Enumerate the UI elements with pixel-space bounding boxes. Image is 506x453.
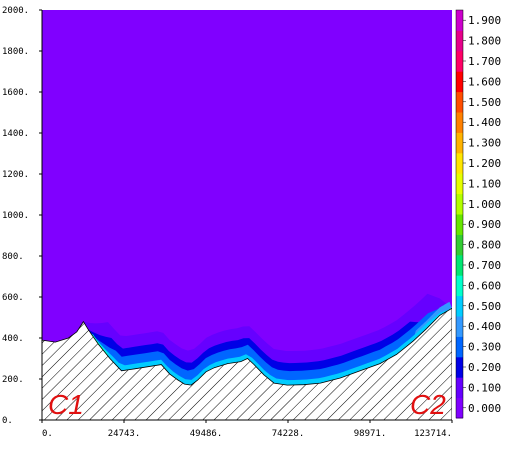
colorbar-label: 0.700 (468, 259, 501, 272)
colorbar-label: 1.900 (468, 14, 501, 27)
colorbar-swatch (456, 193, 463, 215)
colorbar-swatch (456, 254, 463, 276)
colorbar-swatch (456, 152, 463, 174)
x-tick-label: 24743. (108, 429, 141, 439)
colorbar-label: 1.300 (468, 137, 501, 150)
colorbar-label: 0.400 (468, 320, 501, 333)
y-tick-label: 1800. (2, 47, 29, 57)
y-tick-label: 800. (2, 252, 24, 262)
colorbar-label: 1.700 (468, 55, 501, 68)
endpoint-label-start: C1 (48, 389, 84, 420)
colorbar: 0.000 0.100 0.200 0.300 0.400 0.500 0.600 0.700… (455, 9, 501, 419)
colorbar-label: 0.600 (468, 279, 501, 292)
colorbar-label: 1.000 (468, 198, 501, 211)
x-tick-label: 74228. (272, 429, 305, 439)
colorbar-swatch (456, 336, 463, 358)
x-tick-label: 0. (42, 429, 53, 439)
colorbar-swatch (456, 214, 463, 235)
colorbar-swatch (456, 234, 463, 256)
colorbar-label: 1.500 (468, 96, 501, 109)
colorbar-swatch (456, 50, 463, 72)
colorbar-swatch (456, 356, 463, 378)
plot-area (42, 10, 452, 420)
colorbar-label: 0.300 (468, 341, 501, 354)
colorbar-label: 1.100 (468, 177, 501, 190)
colorbar-label: 1.400 (468, 116, 501, 129)
colorbar-swatch (456, 132, 463, 154)
colorbar-swatch (456, 71, 463, 93)
x-tick-label: 49486. (190, 429, 223, 439)
y-tick-label: 200. (2, 375, 24, 385)
colorbar-swatch (456, 377, 463, 399)
y-tick-label: 400. (2, 334, 24, 344)
y-tick-label: 1200. (2, 170, 29, 180)
endpoint-label-end: C2 (410, 389, 446, 420)
y-tick-label: 600. (2, 293, 24, 303)
colorbar-swatch (456, 30, 463, 52)
colorbar-swatch (456, 275, 463, 297)
x-tick-label: 123714. (414, 429, 452, 439)
colorbar-swatch (456, 316, 463, 337)
x-tick-label: 98971. (354, 429, 387, 439)
colorbar-label: 1.200 (468, 157, 501, 170)
colorbar-label: 0.500 (468, 300, 501, 313)
colorbar-label: 0.000 (468, 402, 501, 415)
colorbar-label: 0.100 (468, 381, 501, 394)
colorbar-swatch (456, 173, 463, 195)
colorbar-swatch (456, 397, 463, 419)
y-tick-label: 2000. (2, 6, 29, 16)
colorbar-swatch (456, 112, 463, 133)
x-axis: 0. 24743. 49486. 74228. 98971. 123714. (41, 420, 453, 439)
colorbar-label: 0.900 (468, 218, 501, 231)
contour-region-0-500 (88, 308, 452, 387)
y-axis: 0. 200. 400. 600. 800. 1000. 1200. 1400. 1600. 18… (2, 6, 42, 426)
colorbar-label: 0.200 (468, 361, 501, 374)
y-tick-label: 1600. (2, 88, 29, 98)
colorbar-swatch (456, 91, 463, 113)
colorbar-frame (455, 9, 464, 419)
colorbar-label: 1.600 (468, 75, 501, 88)
y-tick-label: 0. (2, 416, 13, 426)
colorbar-swatch (456, 10, 463, 31)
colorbar-swatch (456, 295, 463, 317)
y-tick-label: 1400. (2, 129, 29, 139)
colorbar-label: 1.800 (468, 35, 501, 48)
colorbar-label: 0.800 (468, 239, 501, 252)
y-tick-label: 1000. (2, 211, 29, 221)
terrain-hatch (42, 307, 452, 420)
